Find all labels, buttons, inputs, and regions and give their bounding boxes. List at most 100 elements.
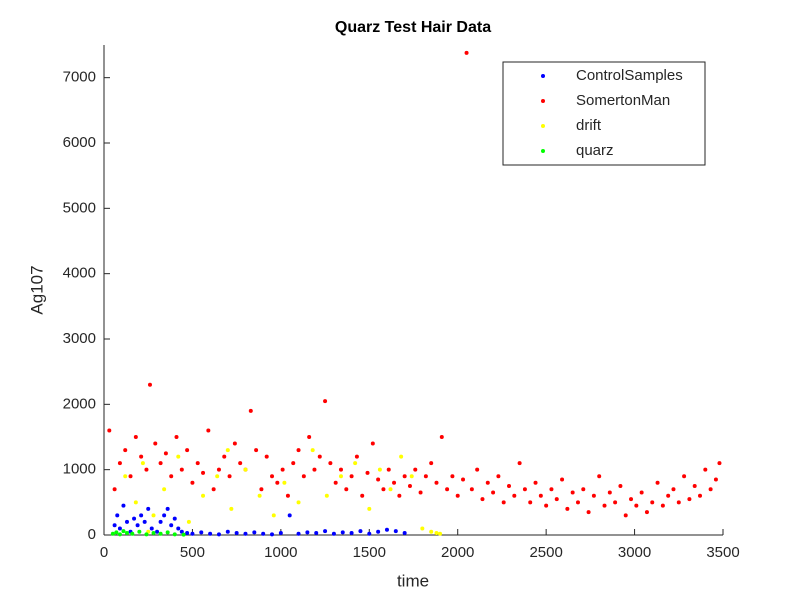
data-point xyxy=(384,527,389,532)
data-point xyxy=(112,487,117,492)
data-point xyxy=(201,493,206,498)
data-point xyxy=(264,454,269,459)
data-point xyxy=(147,382,152,387)
data-point xyxy=(162,513,167,518)
data-point xyxy=(370,441,375,446)
data-point xyxy=(402,474,407,479)
data-point xyxy=(393,529,398,534)
data-point xyxy=(602,503,607,508)
data-point xyxy=(163,451,168,456)
data-point xyxy=(270,532,275,537)
data-point xyxy=(439,435,444,439)
data-point xyxy=(328,461,333,466)
data-point xyxy=(317,454,322,459)
data-point xyxy=(165,506,170,511)
data-point xyxy=(139,513,144,518)
y-tick-label: 6000 xyxy=(63,134,96,151)
data-point xyxy=(307,435,312,439)
data-point xyxy=(121,503,126,508)
data-point xyxy=(533,480,538,485)
y-tick-label: 7000 xyxy=(63,69,96,86)
x-tick-label: 3500 xyxy=(706,544,739,561)
data-point xyxy=(676,500,681,505)
data-point xyxy=(340,530,345,535)
data-point xyxy=(296,500,301,505)
legend-box xyxy=(502,61,706,166)
data-point xyxy=(259,487,264,492)
data-point xyxy=(153,441,158,446)
data-point xyxy=(139,454,144,459)
data-point xyxy=(158,531,163,536)
data-point xyxy=(338,467,343,472)
data-point xyxy=(461,477,466,482)
data-point xyxy=(296,448,301,453)
data-point xyxy=(655,480,660,485)
data-point xyxy=(179,467,184,472)
data-point xyxy=(496,474,501,479)
data-point xyxy=(248,408,253,413)
data-point xyxy=(110,531,115,536)
data-point xyxy=(190,480,195,485)
data-point xyxy=(644,510,649,515)
y-axis-label: Ag107 xyxy=(27,265,46,314)
data-point xyxy=(123,474,128,479)
data-point xyxy=(450,474,455,479)
y-tick-label: 2000 xyxy=(63,395,96,412)
data-point xyxy=(409,474,414,479)
legend-label: ControlSamples xyxy=(576,67,683,84)
data-point xyxy=(344,487,349,492)
data-point xyxy=(376,477,381,482)
data-point xyxy=(124,531,129,536)
data-point xyxy=(186,519,191,524)
data-point xyxy=(172,516,177,521)
data-point xyxy=(144,467,149,472)
data-point xyxy=(225,529,230,534)
data-point xyxy=(358,529,363,534)
data-point xyxy=(238,461,243,466)
data-point xyxy=(399,454,404,459)
data-point xyxy=(376,529,381,534)
data-point xyxy=(671,487,676,492)
data-point xyxy=(291,461,296,466)
data-point xyxy=(232,441,237,446)
data-point xyxy=(137,529,142,534)
data-point xyxy=(445,487,450,492)
data-point xyxy=(413,467,418,472)
legend-marker xyxy=(541,149,545,153)
data-point xyxy=(181,532,186,537)
data-point xyxy=(420,526,425,531)
data-point xyxy=(388,487,393,492)
data-point xyxy=(285,493,290,498)
data-point xyxy=(130,531,135,536)
data-point xyxy=(115,513,120,518)
data-point xyxy=(618,484,623,488)
data-point xyxy=(117,532,122,537)
data-point xyxy=(549,487,554,492)
data-point xyxy=(227,474,232,479)
data-point xyxy=(278,531,283,536)
data-point xyxy=(199,530,204,535)
data-point xyxy=(434,531,439,536)
data-point xyxy=(310,448,315,453)
data-point xyxy=(324,493,329,498)
data-point xyxy=(586,510,591,515)
data-point xyxy=(418,490,423,495)
data-point xyxy=(282,480,287,485)
legend-marker xyxy=(541,74,545,78)
data-point xyxy=(402,531,407,536)
data-point xyxy=(195,461,200,466)
data-point xyxy=(480,497,485,502)
y-tick-label: 4000 xyxy=(63,265,96,282)
data-point xyxy=(151,513,156,518)
data-point xyxy=(312,467,317,472)
data-point xyxy=(528,500,533,505)
data-point xyxy=(538,493,543,498)
x-tick-label: 3000 xyxy=(618,544,651,561)
data-point xyxy=(132,516,137,521)
data-point xyxy=(491,490,496,495)
data-point xyxy=(270,474,275,479)
data-point xyxy=(469,487,474,492)
data-point xyxy=(607,490,612,495)
y-tick-label: 5000 xyxy=(63,199,96,216)
data-point xyxy=(305,530,310,535)
